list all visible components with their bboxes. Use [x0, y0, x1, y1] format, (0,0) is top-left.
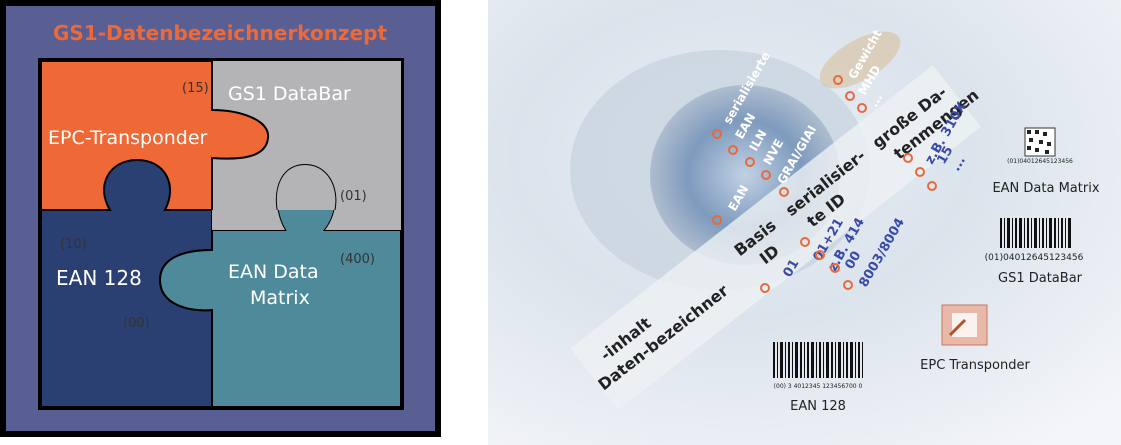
ean128-barcode-icon	[773, 342, 863, 378]
datamatrix-label-2: Matrix	[250, 287, 310, 309]
datamatrix-number: (01)04012645123456	[1007, 158, 1073, 165]
caption-ean128: EAN 128	[790, 399, 846, 414]
scanner-handle	[819, 31, 901, 89]
code-ellipsis: ...	[948, 154, 968, 174]
puzzle-title: GS1-Datenbezeichnerkonzept	[53, 21, 387, 45]
piece-databar-lower	[212, 165, 401, 230]
datamatrix-icon: (01)04012645123456	[1007, 127, 1073, 165]
datamatrix-number: (400)	[340, 252, 375, 267]
bullet-markers	[712, 75, 937, 293]
caption-datamatrix: EAN Data Matrix	[992, 181, 1099, 196]
databar-number: (01)04012645123456	[985, 253, 1084, 263]
puzzle-panel: GS1-Datenbezeichnerkonzept (15) EPC-Tran…	[0, 0, 441, 437]
caption-databar: GS1 DataBar	[998, 271, 1083, 286]
ean128-number-text: (00) 3 4012345 123456700 0	[774, 383, 863, 390]
label-ellipsis-1: ...	[866, 91, 885, 110]
epc-transponder-icon	[941, 304, 988, 346]
ean128-number2: (00)	[123, 316, 150, 331]
scanner-panel: -inhalt Daten-bezeichner Basis ID serial…	[488, 0, 1121, 445]
databar-icon	[1000, 218, 1071, 248]
ean128-label: EAN 128	[56, 266, 142, 290]
epc-label: EPC-Transponder	[48, 127, 208, 149]
epc-number: (15)	[182, 81, 209, 96]
ean128-number: (10)	[60, 237, 87, 252]
databar-label: GS1 DataBar	[228, 83, 351, 105]
piece-epc	[40, 60, 270, 211]
piece-databar	[212, 61, 401, 210]
caption-epc: EPC Transponder	[920, 358, 1030, 373]
databar-number: (01)	[340, 189, 367, 204]
datamatrix-label-1: EAN Data	[228, 261, 319, 283]
